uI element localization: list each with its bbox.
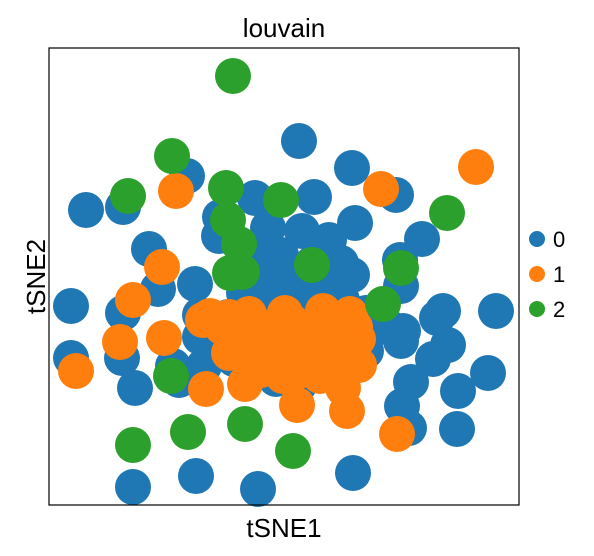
scatter-point-cluster-0-70 [415, 341, 451, 377]
scatter-point-cluster-2-13 [170, 414, 206, 450]
legend-marker-0 [529, 231, 545, 247]
scatter-point-cluster-0-12 [68, 192, 104, 228]
scatter-point-cluster-0-75 [117, 370, 153, 406]
scatter-point-cluster-0-54 [419, 300, 455, 336]
scatter-point-cluster-1-27 [340, 321, 376, 357]
scatter-point-cluster-1-39 [379, 416, 415, 452]
scatter-point-cluster-1-3 [144, 249, 180, 285]
scatter-point-cluster-1-5 [102, 324, 138, 360]
scatter-point-cluster-1-40 [329, 393, 365, 429]
plot-frame [48, 47, 520, 506]
scatter-point-cluster-0-79 [178, 458, 214, 494]
scatter-point-cluster-2-2 [110, 178, 146, 214]
scatter-point-cluster-0-22 [177, 266, 213, 302]
points-group [53, 58, 514, 507]
scatter-point-cluster-1-34 [274, 304, 310, 340]
scatter-point-cluster-0-40 [478, 293, 514, 329]
scatter-point-cluster-0-77 [393, 364, 429, 400]
scatter-point-cluster-0-76 [385, 313, 421, 349]
scatter-point-cluster-0-80 [240, 471, 276, 507]
legend-marker-1 [529, 266, 545, 282]
scatter-point-cluster-1-2 [363, 171, 399, 207]
scatter-point-cluster-1-6 [146, 320, 182, 356]
scatter-point-cluster-0-2 [334, 150, 370, 186]
scatter-point-cluster-2-15 [115, 427, 151, 463]
scatter-point-cluster-0-81 [335, 455, 371, 491]
legend: 0 1 2 [529, 227, 565, 322]
legend-marker-2 [529, 301, 545, 317]
scatter-point-cluster-1-1 [158, 173, 194, 209]
scatter-point-cluster-2-7 [429, 195, 465, 231]
legend-label-2: 2 [553, 297, 565, 322]
scatter-point-cluster-1-24 [185, 302, 221, 338]
scatter-point-cluster-0-29 [53, 288, 89, 324]
scatter-point-cluster-1-0 [458, 149, 494, 185]
scatter-point-cluster-2-1 [154, 138, 190, 174]
scatter-point-cluster-2-6 [221, 226, 257, 262]
scatter-point-cluster-2-9 [365, 286, 401, 322]
scatter-point-cluster-2-4 [263, 182, 299, 218]
scatter-point-cluster-2-8 [383, 250, 419, 286]
scatter-point-cluster-1-31 [279, 387, 315, 423]
scatter-point-cluster-0-9 [250, 210, 286, 246]
chart-title: louvain [243, 13, 325, 43]
scatter-point-cluster-0-5 [296, 179, 332, 215]
scatter-point-cluster-1-35 [211, 299, 247, 335]
y-axis-label: tSNE2 [21, 239, 51, 314]
scatter-point-cluster-1-44 [281, 353, 317, 389]
scatter-point-cluster-2-12 [153, 358, 189, 394]
scatter-point-cluster-0-72 [440, 373, 476, 409]
scatter-point-cluster-2-16 [275, 433, 311, 469]
scatter-point-cluster-0-78 [115, 469, 151, 505]
legend-label-0: 0 [553, 227, 565, 252]
x-axis-label: tSNE1 [246, 513, 321, 543]
scatter-point-cluster-1-23 [188, 371, 224, 407]
scatter-point-cluster-1-37 [58, 353, 94, 389]
scatter-point-cluster-2-14 [227, 406, 263, 442]
scatter-point-cluster-2-11 [294, 247, 330, 283]
scatter-point-cluster-0-71 [470, 355, 506, 391]
scatter-point-cluster-0-83 [439, 411, 475, 447]
scatter-point-cluster-0-0 [281, 123, 317, 159]
scatter-point-cluster-1-42 [232, 335, 268, 371]
scatter-point-cluster-2-3 [208, 170, 244, 206]
scatter-point-cluster-0-4 [237, 180, 273, 216]
scatter-point-cluster-2-17 [224, 254, 260, 290]
scatter-point-cluster-0-7 [337, 205, 373, 241]
scatter-point-cluster-1-4 [115, 282, 151, 318]
legend-label-1: 1 [553, 262, 565, 287]
scatter-point-cluster-2-0 [215, 58, 251, 94]
